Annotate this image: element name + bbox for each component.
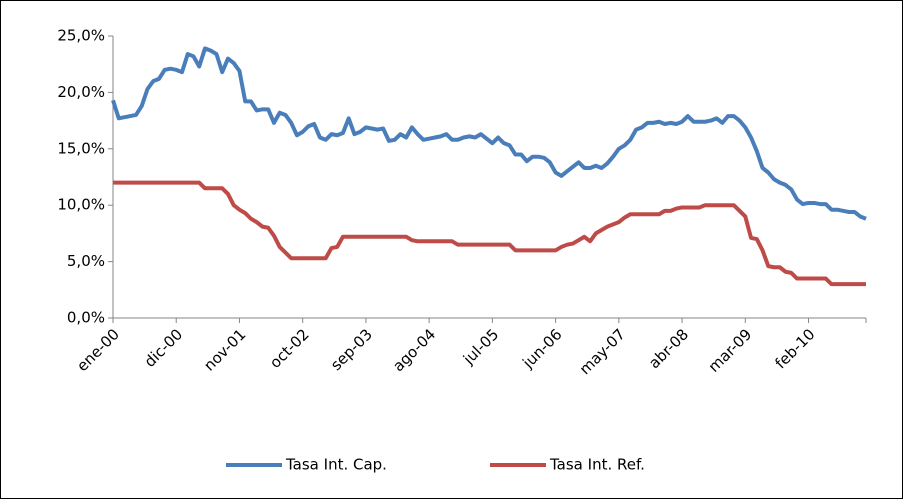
- legend-label: Tasa Int. Cap.: [285, 456, 387, 474]
- y-tick-label: 5,0%: [67, 252, 105, 270]
- y-tick-label: 10,0%: [57, 196, 105, 214]
- y-tick-label: 0,0%: [67, 309, 105, 327]
- y-tick-label: 15,0%: [57, 139, 105, 157]
- line-series: [111, 46, 867, 221]
- line-series: [113, 180, 866, 287]
- legend-label: Tasa Int. Ref.: [549, 456, 645, 474]
- y-tick-label: 20,0%: [57, 83, 105, 101]
- y-tick-label: 25,0%: [57, 27, 105, 45]
